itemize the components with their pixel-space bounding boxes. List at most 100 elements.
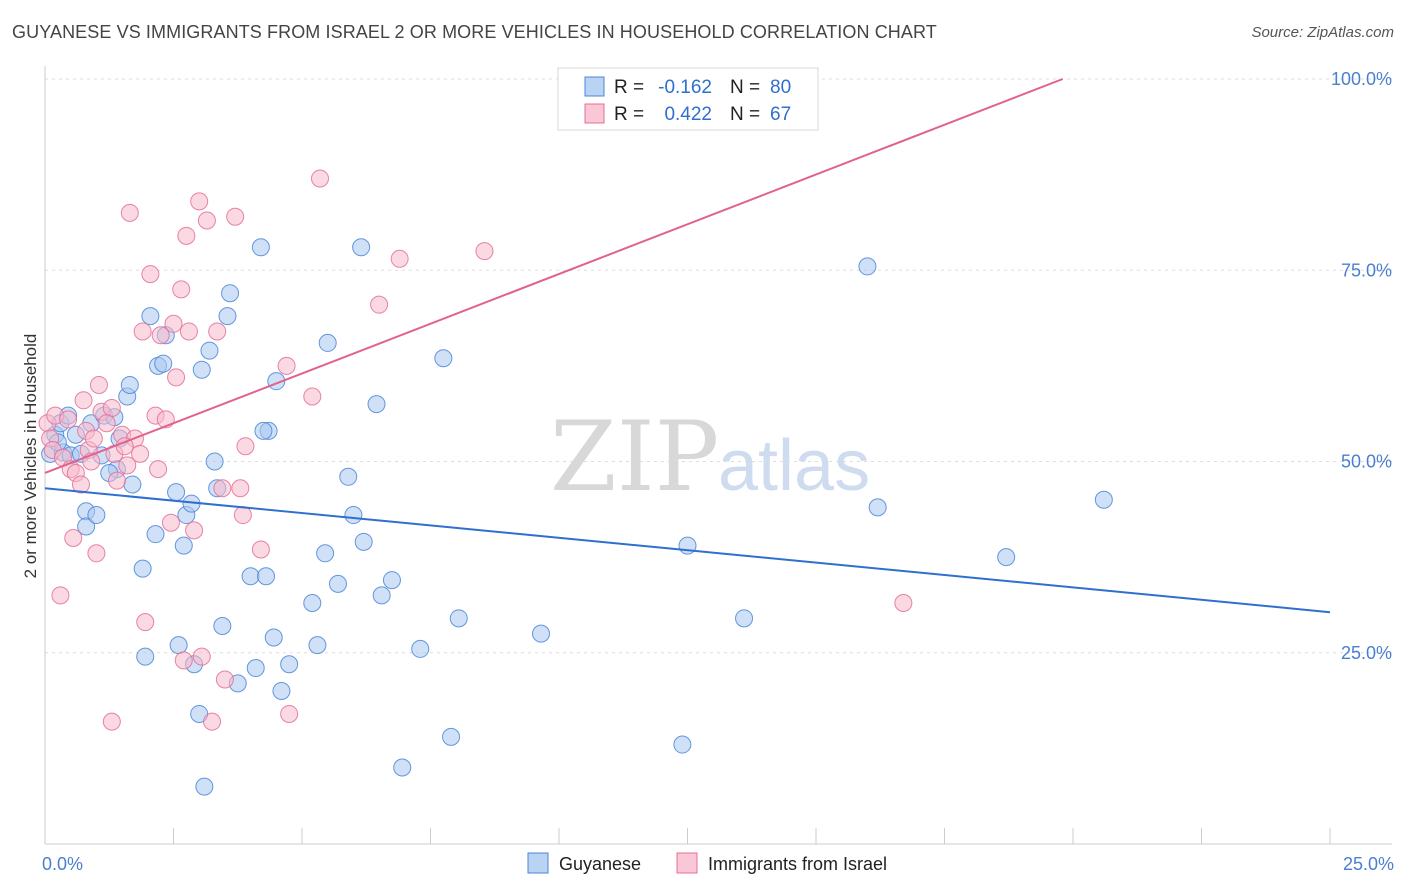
guyanese-point — [167, 483, 186, 502]
israel-point — [141, 265, 160, 284]
guyanese-point — [411, 639, 430, 658]
israel-point — [192, 647, 211, 666]
israel-point — [167, 368, 186, 387]
bottom-legend: Guyanese Immigrants from Israel — [527, 852, 887, 874]
data-points — [38, 70, 1113, 796]
israel-point — [102, 712, 121, 731]
israel-point — [102, 398, 121, 417]
israel-point — [236, 437, 255, 456]
guyanese-point — [367, 395, 386, 414]
israel-point — [133, 322, 152, 341]
guyanese-point — [997, 548, 1016, 567]
bottom-legend-label: Immigrants from Israel — [708, 854, 887, 874]
israel-point — [203, 712, 222, 731]
israel-point — [475, 242, 494, 261]
israel-point — [151, 326, 170, 345]
israel-point — [107, 471, 126, 490]
israel-point — [197, 211, 216, 230]
israel-point — [185, 521, 204, 540]
israel-point — [87, 544, 106, 563]
guyanese-point — [257, 567, 276, 586]
israel-point — [177, 226, 196, 245]
guyanese-point — [251, 238, 270, 257]
israel-point — [172, 280, 191, 299]
legend-swatch — [584, 103, 605, 124]
guyanese-point — [241, 567, 260, 586]
legend-r-value: 0.422 — [664, 104, 712, 125]
israel-point — [97, 414, 116, 433]
guyanese-point — [205, 452, 224, 471]
israel-point — [251, 540, 270, 559]
bottom-legend-swatch — [527, 852, 549, 874]
guyanese-point — [382, 571, 401, 590]
x-tick-label: 0.0% — [42, 854, 83, 874]
guyanese-point — [169, 636, 188, 655]
watermark: ZIP atlas — [550, 401, 870, 513]
israel-point — [120, 203, 139, 222]
israel-point — [136, 613, 155, 632]
guyanese-point — [87, 506, 106, 525]
israel-point — [208, 322, 227, 341]
guyanese-point — [200, 341, 219, 360]
israel-point — [118, 456, 137, 475]
israel-point — [89, 376, 108, 394]
guyanese-point — [254, 421, 273, 440]
israel-point — [280, 704, 299, 723]
israel-point — [74, 391, 93, 410]
guyanese-point — [318, 333, 337, 352]
israel-point — [149, 460, 168, 479]
israel-point — [174, 651, 193, 670]
israel-point — [190, 192, 209, 211]
bottom-legend-label: Guyanese — [559, 854, 641, 874]
guyanese-point — [354, 532, 373, 551]
guyanese-point — [858, 257, 877, 276]
source-credit: Source: ZipAtlas.com — [1251, 24, 1394, 41]
watermark-atlas: atlas — [718, 426, 870, 506]
guyanese-point — [372, 586, 391, 605]
gridlines — [45, 78, 1392, 654]
guyanese-point — [264, 628, 283, 647]
trend-lines — [44, 78, 1331, 614]
guyanese-point — [133, 559, 152, 578]
israel-trend-line — [44, 78, 1064, 474]
israel-point — [179, 322, 198, 341]
guyanese-trend-line — [44, 487, 1331, 614]
israel-point — [59, 410, 78, 429]
guyanese-point — [434, 349, 453, 368]
israel-point — [303, 387, 322, 406]
guyanese-point — [735, 609, 754, 628]
guyanese-point — [154, 354, 173, 373]
israel-point — [277, 356, 296, 375]
guyanese-point — [120, 376, 139, 394]
guyanese-point — [280, 655, 299, 674]
guyanese-point — [303, 594, 322, 613]
israel-point — [64, 529, 83, 547]
guyanese-point — [146, 525, 165, 544]
guyanese-point — [532, 624, 551, 643]
y-axis-label: 2 or more Vehicles in Household — [21, 334, 40, 579]
y-tick-label: 25.0% — [1341, 643, 1392, 663]
israel-point — [71, 475, 90, 494]
israel-point — [310, 169, 329, 188]
israel-point — [51, 586, 70, 605]
israel-point — [161, 513, 180, 532]
guyanese-point — [192, 360, 211, 379]
legend-n-label: N = — [730, 77, 760, 98]
guyanese-point — [449, 609, 468, 628]
guyanese-point — [328, 574, 347, 593]
legend-r-label: R = — [614, 77, 644, 98]
israel-point — [215, 670, 234, 689]
guyanese-point — [352, 238, 371, 257]
legend-swatch — [584, 76, 605, 97]
guyanese-point — [673, 735, 692, 754]
guyanese-point — [344, 506, 363, 525]
guyanese-point — [272, 682, 291, 700]
guyanese-point — [868, 498, 887, 517]
israel-point — [233, 506, 252, 525]
guyanese-point — [141, 307, 160, 326]
guyanese-point — [308, 636, 327, 655]
guyanese-point — [123, 475, 142, 494]
y-tick-label: 75.0% — [1341, 260, 1392, 280]
guyanese-point — [195, 777, 214, 796]
guyanese-point — [246, 659, 265, 678]
